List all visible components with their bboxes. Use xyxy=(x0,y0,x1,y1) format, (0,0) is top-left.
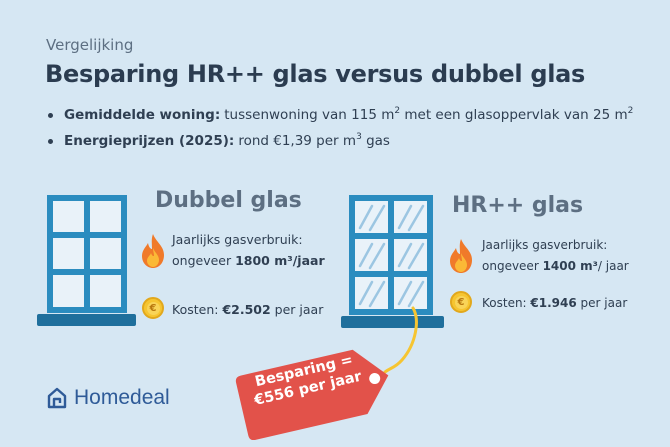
bullet-sup: 2 xyxy=(394,106,401,116)
hr-glas-usage: Jaarlijks gasverbruik: ongeveer 1400 m³/… xyxy=(482,235,629,277)
window-icon xyxy=(37,195,136,326)
usage-label: Jaarlijks gasverbruik: xyxy=(482,238,608,252)
price-tag-icon xyxy=(235,306,418,440)
cost-value: €1.946 xyxy=(530,296,577,310)
bullet-label: Gemiddelde woning: xyxy=(64,107,221,123)
euro-coin-icon: € xyxy=(142,297,164,319)
flame-icon xyxy=(142,234,164,268)
euro-coin-icon: € xyxy=(450,291,472,313)
bullet-list: Gemiddelde woning: tussenwoning van 115 m… xyxy=(46,106,633,158)
cost-suffix: per jaar xyxy=(270,302,324,317)
brand-logo: Homedeal xyxy=(46,386,170,410)
flame-icon xyxy=(450,239,472,273)
eyebrow-label: Vergelijking xyxy=(46,36,134,54)
cost-value: €2.502 xyxy=(222,302,271,317)
dubbel-glas-usage: Jaarlijks gasverbruik: ongeveer 1800 m³/… xyxy=(172,229,325,271)
homedeal-logo-icon xyxy=(47,387,67,409)
usage-value: 1400 m³ xyxy=(542,259,598,273)
page-title: Besparing HR++ glas versus dubbel glas xyxy=(45,60,586,88)
bullet-dot xyxy=(48,139,53,144)
brand-name: Homedeal xyxy=(74,386,170,409)
usage-label: Jaarlijks gasverbruik: xyxy=(172,232,303,247)
usage-prefix: ongeveer xyxy=(172,253,236,268)
dubbel-glas-heading: Dubbel glas xyxy=(155,188,302,213)
bullet-text-2: met een glasoppervlak van 25 m xyxy=(400,107,628,123)
cost-prefix: Kosten: xyxy=(172,302,223,317)
bullet-item-woning: Gemiddelde woning: tussenwoning van 115 m… xyxy=(46,106,633,123)
hr-glas-cost: Kosten: €1.946 per jaar xyxy=(482,293,627,314)
cost-suffix: per jaar xyxy=(576,296,628,310)
bullet-dot xyxy=(48,113,53,118)
bullet-item-energieprijzen: Energieprijzen (2025): rond €1,39 per m3 … xyxy=(46,132,633,149)
bullet-label: Energieprijzen (2025): xyxy=(64,133,235,149)
hr-glas-heading: HR++ glas xyxy=(452,193,584,218)
cost-prefix: Kosten: xyxy=(482,296,531,310)
bullet-text-2: gas xyxy=(361,133,390,149)
bullet-text: tussenwoning van 115 m xyxy=(224,107,395,123)
usage-suffix: / jaar xyxy=(597,259,629,273)
bullet-sup-2: 2 xyxy=(627,106,634,116)
dubbel-glas-cost: Kosten: €2.502 per jaar xyxy=(172,299,323,320)
usage-prefix: ongeveer xyxy=(482,259,543,273)
usage-value: 1800 m³/jaar xyxy=(235,253,325,268)
window-glazed-icon xyxy=(341,195,444,328)
bullet-text: rond €1,39 per m xyxy=(238,133,357,149)
bullet-sup: 3 xyxy=(356,132,362,142)
